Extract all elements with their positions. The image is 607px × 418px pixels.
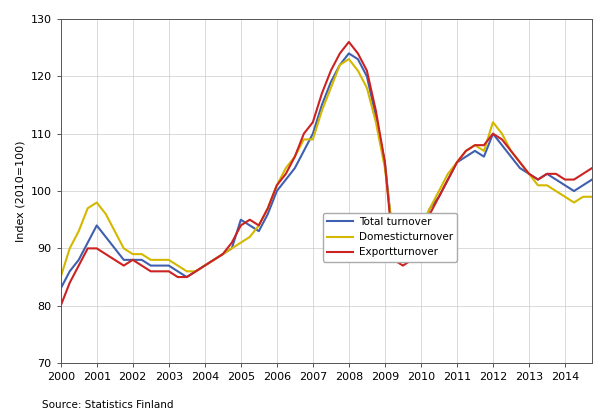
Total turnover — [399, 252, 407, 257]
Exportturnover — [345, 39, 353, 44]
Exportturnover — [147, 269, 154, 274]
Domesticturnover — [588, 194, 595, 199]
Total turnover — [228, 246, 236, 251]
Domesticturnover — [228, 246, 236, 251]
Exportturnover — [192, 269, 200, 274]
Domesticturnover — [210, 257, 217, 263]
Total turnover — [345, 51, 353, 56]
Exportturnover — [399, 263, 407, 268]
Total turnover — [588, 177, 595, 182]
Text: Source: Statistics Finland: Source: Statistics Finland — [42, 400, 174, 410]
Domesticturnover — [57, 275, 64, 280]
Exportturnover — [228, 240, 236, 245]
Exportturnover — [210, 257, 217, 263]
Total turnover — [57, 286, 64, 291]
Total turnover — [147, 263, 154, 268]
Total turnover — [237, 217, 245, 222]
Domesticturnover — [345, 56, 353, 61]
Exportturnover — [588, 166, 595, 171]
Domesticturnover — [192, 269, 200, 274]
Domesticturnover — [237, 240, 245, 245]
Line: Exportturnover: Exportturnover — [61, 42, 592, 306]
Domesticturnover — [399, 246, 407, 251]
Line: Domesticturnover: Domesticturnover — [61, 59, 592, 277]
Exportturnover — [57, 303, 64, 308]
Domesticturnover — [147, 257, 154, 263]
Line: Total turnover: Total turnover — [61, 54, 592, 288]
Total turnover — [192, 269, 200, 274]
Y-axis label: Index (2010=100): Index (2010=100) — [15, 140, 25, 242]
Total turnover — [210, 257, 217, 263]
Legend: Total turnover, Domesticturnover, Exportturnover: Total turnover, Domesticturnover, Export… — [324, 213, 457, 262]
Exportturnover — [237, 223, 245, 228]
